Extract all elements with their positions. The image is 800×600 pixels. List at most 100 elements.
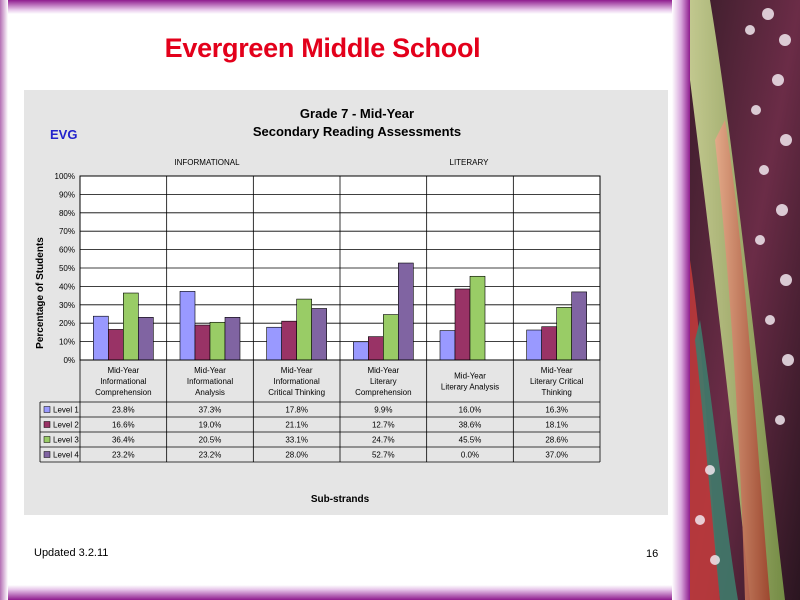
category-label-line: Mid-Year <box>281 366 313 375</box>
updated-date-note: Updated 3.2.11 <box>34 547 109 559</box>
legend-label: Level 2 <box>53 421 79 430</box>
bar-level-2 <box>541 326 557 361</box>
data-table-value: 45.5% <box>459 436 482 445</box>
bar-chart: Grade 7 - Mid-Year Secondary Reading Ass… <box>35 106 601 505</box>
category-label-line: Literary Critical <box>530 377 584 386</box>
left-frame-bar <box>0 0 8 600</box>
bar-level-1 <box>179 291 196 361</box>
data-table-value: 37.0% <box>545 451 568 460</box>
bar-level-3 <box>209 321 226 361</box>
bar-level-2 <box>281 320 297 361</box>
category-label-line: Comprehension <box>95 388 151 397</box>
bar-level-1 <box>439 330 456 361</box>
bar-level-2 <box>454 288 471 361</box>
bottom-frame-bar <box>0 585 690 600</box>
data-table-value: 23.2% <box>112 451 135 460</box>
bar-level-1 <box>266 326 282 361</box>
bar-level-1 <box>353 341 369 361</box>
y-tick-label: 10% <box>59 338 75 347</box>
bar-level-2 <box>194 324 211 361</box>
bar-level-4 <box>138 317 154 361</box>
data-table-value: 0.0% <box>461 451 479 460</box>
legend-key-level-3 <box>43 436 51 443</box>
category-label-line: Mid-Year <box>107 366 139 375</box>
category-label-line: Literary <box>370 377 397 386</box>
bar-level-2 <box>368 336 384 361</box>
category-label-line: Mid-Year <box>194 366 226 375</box>
y-tick-label: 50% <box>59 264 75 273</box>
legend-key-level-4 <box>43 451 51 458</box>
bar-level-3 <box>123 292 139 361</box>
data-table-value: 28.6% <box>545 436 568 445</box>
group-label-literary: LITERARY <box>450 158 490 167</box>
category-label: Mid-Year Informational Comprehension <box>95 366 151 397</box>
chart-title: Grade 7 - Mid-Year <box>300 106 414 121</box>
data-table-value: 37.3% <box>199 406 222 415</box>
category-label: Mid-Year Literary Critical Thinking <box>530 366 584 397</box>
y-tick-label: 0% <box>63 356 75 365</box>
data-table: Mid-Year Informational ComprehensionMid-Ye… <box>39 359 601 463</box>
data-table-value: 36.4% <box>112 436 135 445</box>
y-tick-label: 20% <box>59 319 75 328</box>
category-label-line: Comprehension <box>355 388 411 397</box>
chart-panel: Grade 7 - Mid-Year Secondary Reading Ass… <box>24 90 668 515</box>
bar-level-3 <box>556 307 572 361</box>
data-table-value: 52.7% <box>372 451 395 460</box>
y-tick-label: 40% <box>59 282 75 291</box>
right-frame-bar <box>672 0 690 600</box>
data-table-value: 19.0% <box>199 421 222 430</box>
bar-level-3 <box>469 275 486 361</box>
y-tick-label: 60% <box>59 246 75 255</box>
group-label-informational: INFORMATIONAL <box>174 158 240 167</box>
bar-level-4 <box>224 317 241 361</box>
legend-label: Level 4 <box>53 451 79 460</box>
category-label-line: Literary Analysis <box>441 383 499 392</box>
slide-title: Evergreen Middle School <box>164 33 481 63</box>
category-label: Mid-Year Literary Comprehension <box>355 366 411 397</box>
data-table-value: 23.8% <box>112 406 135 415</box>
category-label-line: Mid-Year <box>541 366 573 375</box>
data-table-value: 16.6% <box>112 421 135 430</box>
y-tick-label: 30% <box>59 301 75 310</box>
data-table-value: 38.6% <box>459 421 482 430</box>
y-tick-label: 90% <box>59 190 75 199</box>
y-axis-label: Percentage of Students <box>35 237 46 349</box>
bar-level-4 <box>311 308 327 361</box>
data-table-value: 20.5% <box>199 436 222 445</box>
data-table-value: 16.0% <box>459 406 482 415</box>
y-tick-label: 80% <box>59 209 75 218</box>
bar-level-1 <box>526 329 542 361</box>
data-table-value: 17.8% <box>285 406 308 415</box>
category-label: Mid-Year Informational Analysis <box>187 366 233 397</box>
legend-key-level-1 <box>43 406 51 413</box>
y-tick-label: 70% <box>59 227 75 236</box>
bar-level-1 <box>93 315 109 361</box>
data-table-value: 16.3% <box>545 406 568 415</box>
chart-subtitle: Secondary Reading Assessments <box>253 124 461 139</box>
category-label-line: Mid-Year <box>367 366 399 375</box>
bar-level-3 <box>296 298 312 361</box>
category-label-line: Mid-Year <box>454 372 486 381</box>
legend-label: Level 3 <box>53 436 79 445</box>
data-table-value: 24.7% <box>372 436 395 445</box>
category-label: Mid-Year Literary Analysis <box>441 372 499 392</box>
category-label-line: Informational <box>274 377 320 386</box>
school-code-label: EVG <box>50 127 77 142</box>
bar-level-4 <box>571 291 587 361</box>
decorative-kimono-pattern-image <box>690 0 800 600</box>
bar-level-3 <box>383 314 399 361</box>
x-axis-label: Sub-strands <box>311 494 370 505</box>
category-label-line: Analysis <box>195 388 225 397</box>
category-label: Mid-Year Informational Critical Thinking <box>268 366 325 397</box>
data-table-value: 21.1% <box>285 421 308 430</box>
bar-level-2 <box>108 329 124 361</box>
top-frame-bar <box>0 0 690 14</box>
bar-level-4 <box>398 262 414 361</box>
slide-number: 16 <box>646 548 659 560</box>
category-label-line: Critical Thinking <box>268 388 325 397</box>
legend-key-level-2 <box>43 421 51 428</box>
legend-label: Level 1 <box>53 406 79 415</box>
y-tick-label: 100% <box>55 172 75 181</box>
data-table-value: 18.1% <box>545 421 568 430</box>
data-table-value: 33.1% <box>285 436 308 445</box>
